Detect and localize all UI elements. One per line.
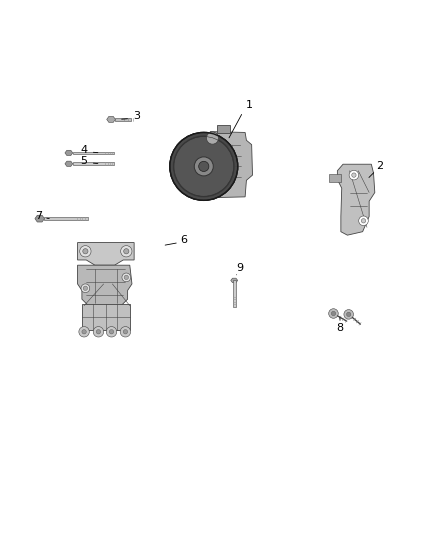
Bar	[121, 330, 129, 332]
Circle shape	[170, 133, 238, 200]
Bar	[217, 125, 230, 133]
Circle shape	[344, 310, 353, 319]
Circle shape	[124, 275, 128, 279]
Circle shape	[180, 142, 228, 191]
Circle shape	[83, 249, 88, 254]
Circle shape	[82, 329, 86, 334]
Circle shape	[346, 312, 351, 317]
Circle shape	[79, 327, 89, 337]
Text: 3: 3	[133, 111, 140, 122]
Circle shape	[187, 150, 220, 183]
Circle shape	[83, 286, 88, 290]
Circle shape	[120, 327, 131, 337]
Polygon shape	[107, 116, 116, 123]
Circle shape	[331, 311, 336, 316]
Circle shape	[81, 284, 90, 293]
Polygon shape	[209, 132, 253, 198]
Circle shape	[349, 171, 359, 180]
Bar	[108, 330, 116, 332]
Circle shape	[177, 140, 231, 193]
Circle shape	[123, 329, 127, 334]
Circle shape	[206, 132, 219, 144]
Bar	[73, 163, 114, 165]
Circle shape	[189, 151, 219, 181]
Circle shape	[352, 173, 356, 177]
Text: 7: 7	[35, 211, 42, 221]
Circle shape	[328, 309, 338, 318]
Polygon shape	[65, 150, 73, 156]
Bar	[80, 330, 88, 332]
Circle shape	[184, 146, 224, 187]
Circle shape	[174, 137, 233, 196]
Text: 2: 2	[377, 161, 384, 172]
Bar	[45, 217, 88, 220]
Polygon shape	[35, 215, 45, 222]
Circle shape	[194, 157, 213, 176]
Circle shape	[122, 273, 131, 282]
Circle shape	[96, 329, 101, 334]
Circle shape	[361, 219, 366, 223]
Circle shape	[185, 148, 223, 185]
Circle shape	[181, 143, 227, 189]
Circle shape	[110, 329, 114, 334]
Text: 4: 4	[81, 145, 88, 155]
Bar	[82, 304, 130, 330]
Circle shape	[120, 246, 132, 257]
Bar	[95, 330, 102, 332]
Circle shape	[359, 216, 368, 225]
Circle shape	[173, 135, 235, 197]
Circle shape	[190, 153, 217, 180]
Text: 1: 1	[246, 100, 253, 110]
Circle shape	[93, 327, 104, 337]
Polygon shape	[78, 243, 134, 265]
Circle shape	[178, 141, 230, 192]
Circle shape	[80, 246, 91, 257]
Polygon shape	[65, 161, 73, 166]
Polygon shape	[231, 278, 238, 282]
Text: 5: 5	[81, 156, 88, 166]
Circle shape	[186, 149, 222, 184]
Circle shape	[106, 327, 117, 337]
Circle shape	[182, 145, 225, 188]
Circle shape	[175, 138, 232, 195]
Text: 8: 8	[336, 324, 343, 333]
Text: 6: 6	[181, 236, 187, 245]
Bar	[116, 118, 131, 120]
Text: 9: 9	[237, 263, 244, 273]
Polygon shape	[328, 174, 341, 182]
Polygon shape	[78, 265, 132, 305]
Bar	[233, 280, 236, 306]
Circle shape	[199, 161, 209, 172]
Polygon shape	[337, 164, 375, 235]
Bar	[73, 151, 114, 154]
Circle shape	[124, 249, 129, 254]
